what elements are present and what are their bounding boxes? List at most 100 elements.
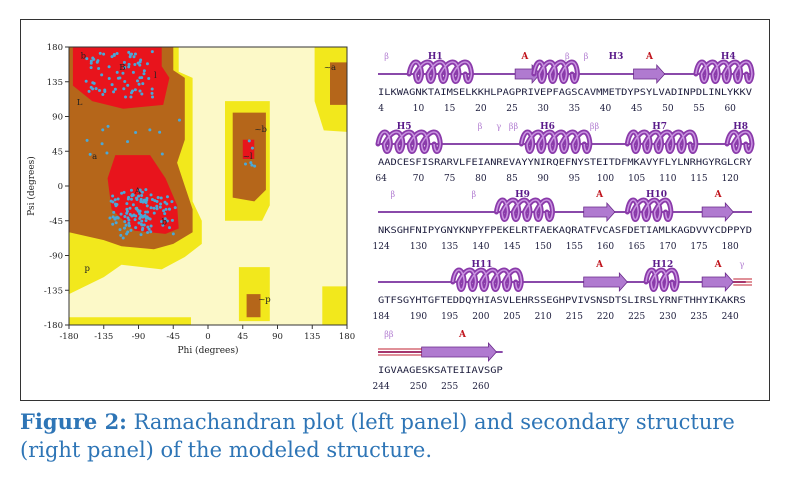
turn-label: ββ — [509, 122, 519, 131]
helix-highlight — [452, 269, 523, 291]
region-label: b — [162, 218, 168, 228]
data-point — [115, 52, 119, 56]
data-point — [122, 190, 126, 194]
data-point — [128, 212, 132, 216]
strand-arrow — [583, 271, 628, 293]
data-point — [123, 215, 127, 219]
data-point — [116, 197, 120, 201]
data-point — [138, 188, 142, 192]
strand-label: A — [458, 330, 467, 340]
data-point — [129, 188, 133, 192]
residue-number: 10 — [413, 104, 425, 114]
data-point — [149, 193, 153, 197]
data-point — [127, 218, 131, 222]
helix-label: H1 — [428, 52, 443, 62]
data-point — [116, 216, 120, 220]
data-point — [136, 61, 140, 65]
data-point — [158, 205, 162, 209]
data-point — [162, 209, 166, 213]
x-tick-label: -135 — [94, 332, 113, 342]
helix-label: H11 — [472, 260, 493, 270]
data-point — [148, 128, 152, 132]
strand-arrow — [421, 341, 497, 363]
residue-number: 184 — [373, 312, 390, 322]
data-point — [91, 87, 95, 91]
residue-number: 25 — [506, 104, 518, 114]
turn-label: γ — [496, 122, 501, 131]
data-point — [144, 219, 148, 223]
data-point — [111, 194, 115, 198]
residue-number: 80 — [475, 174, 487, 184]
residue-number: 260 — [472, 382, 489, 392]
data-point — [137, 194, 141, 198]
y-tick-label: -135 — [44, 286, 63, 296]
data-point — [168, 207, 172, 211]
data-point — [142, 214, 146, 218]
residue-number: 55 — [693, 104, 705, 114]
sequence-text: NKSGHFNIPYGNYKNPYFPEKELRTFAEKAQRATFVCASF… — [378, 225, 752, 236]
data-point — [126, 216, 130, 220]
data-point — [134, 226, 138, 230]
region-label: ~p — [258, 295, 271, 305]
x-tick-label: 180 — [339, 332, 355, 342]
data-point — [171, 232, 175, 236]
data-point — [138, 63, 142, 67]
data-point — [159, 202, 163, 206]
data-point — [155, 200, 159, 204]
data-point — [153, 199, 157, 203]
data-point — [108, 216, 112, 220]
data-point — [126, 83, 130, 87]
data-point — [146, 230, 150, 234]
x-tick-label: 45 — [237, 332, 248, 342]
region-label: A — [134, 187, 142, 197]
data-point — [112, 90, 116, 94]
data-point — [123, 65, 127, 69]
data-point — [138, 89, 142, 93]
region-label: ~a — [324, 63, 336, 73]
data-point — [85, 57, 89, 61]
region-label: B — [119, 63, 125, 73]
data-point — [89, 61, 93, 65]
data-point — [129, 197, 133, 201]
data-point — [121, 71, 125, 75]
region-label: l — [154, 71, 157, 81]
data-point — [123, 226, 127, 230]
x-tick-label: -90 — [132, 332, 146, 342]
data-point — [114, 221, 118, 225]
data-point — [118, 228, 122, 232]
data-point — [103, 88, 107, 92]
data-point — [100, 73, 104, 77]
data-point — [152, 206, 156, 210]
data-point — [148, 217, 152, 221]
data-point — [149, 230, 153, 234]
data-point — [127, 62, 131, 66]
data-point — [147, 227, 151, 231]
data-point — [112, 53, 116, 57]
residue-number: 255 — [441, 382, 458, 392]
helix-highlight — [408, 61, 473, 83]
y-tick-label: -180 — [44, 321, 63, 331]
helix-label: H12 — [652, 260, 673, 270]
data-point — [160, 152, 164, 156]
data-point — [250, 163, 254, 167]
data-point — [138, 212, 142, 216]
data-point — [129, 52, 133, 56]
data-point — [102, 52, 106, 56]
residue-number: 20 — [475, 104, 487, 114]
figure-frame: -180 -135 -90 -45 0 45 90 135 180 180 135 90 45 0 -45-… — [20, 19, 770, 401]
residue-number: 70 — [413, 174, 425, 184]
data-point — [132, 213, 136, 217]
residue-number: 120 — [722, 174, 739, 184]
turn-label: β — [565, 52, 570, 61]
data-point — [145, 204, 149, 208]
data-point — [126, 140, 130, 144]
helix-label: H8 — [733, 122, 748, 132]
data-point — [140, 190, 144, 194]
data-point — [142, 69, 146, 73]
strand-arrow — [633, 63, 666, 85]
residue-number: 160 — [597, 242, 614, 252]
helix-highlight — [626, 199, 672, 221]
y-tick-label: 90 — [52, 113, 63, 123]
helix-label: H10 — [646, 190, 667, 200]
residue-number: 15 — [444, 104, 456, 114]
